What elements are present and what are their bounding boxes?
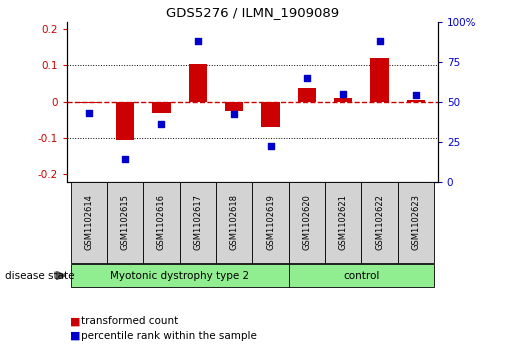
Text: Myotonic dystrophy type 2: Myotonic dystrophy type 2 <box>110 270 249 281</box>
Text: disease state: disease state <box>5 270 75 281</box>
Bar <box>225 102 243 111</box>
FancyBboxPatch shape <box>143 182 180 263</box>
FancyBboxPatch shape <box>289 264 434 287</box>
Bar <box>370 58 389 102</box>
FancyBboxPatch shape <box>71 264 289 287</box>
Text: GSM1102621: GSM1102621 <box>339 195 348 250</box>
Point <box>158 121 166 127</box>
Point <box>266 143 274 149</box>
Text: GSM1102617: GSM1102617 <box>193 194 202 250</box>
Point <box>194 38 202 44</box>
Bar <box>334 98 352 102</box>
Bar <box>407 100 425 102</box>
FancyBboxPatch shape <box>71 182 107 263</box>
Point <box>84 110 93 116</box>
FancyBboxPatch shape <box>252 182 289 263</box>
Bar <box>80 102 98 103</box>
Bar <box>152 102 170 113</box>
Text: ■: ■ <box>70 316 80 326</box>
Bar <box>188 64 207 102</box>
FancyBboxPatch shape <box>325 182 362 263</box>
FancyBboxPatch shape <box>289 182 325 263</box>
Text: GSM1102614: GSM1102614 <box>84 195 93 250</box>
Text: GSM1102618: GSM1102618 <box>230 194 238 250</box>
Text: GSM1102619: GSM1102619 <box>266 195 275 250</box>
Text: percentile rank within the sample: percentile rank within the sample <box>81 331 258 341</box>
Bar <box>116 102 134 140</box>
Text: ■: ■ <box>70 331 80 341</box>
FancyBboxPatch shape <box>216 182 252 263</box>
FancyBboxPatch shape <box>180 182 216 263</box>
Bar <box>298 88 316 102</box>
Text: GSM1102620: GSM1102620 <box>302 195 312 250</box>
Text: transformed count: transformed count <box>81 316 179 326</box>
FancyBboxPatch shape <box>107 182 143 263</box>
Text: GSM1102615: GSM1102615 <box>121 195 130 250</box>
Text: GSM1102623: GSM1102623 <box>411 194 420 250</box>
Point <box>412 92 420 98</box>
Point <box>121 156 129 162</box>
Point <box>375 38 384 44</box>
Bar <box>262 102 280 127</box>
Point <box>230 111 238 117</box>
Text: GSM1102622: GSM1102622 <box>375 195 384 250</box>
Text: GSM1102616: GSM1102616 <box>157 194 166 250</box>
Text: control: control <box>343 270 380 281</box>
Title: GDS5276 / ILMN_1909089: GDS5276 / ILMN_1909089 <box>166 6 339 19</box>
FancyBboxPatch shape <box>398 182 434 263</box>
FancyBboxPatch shape <box>362 182 398 263</box>
Point <box>339 91 347 97</box>
Point <box>303 75 311 81</box>
